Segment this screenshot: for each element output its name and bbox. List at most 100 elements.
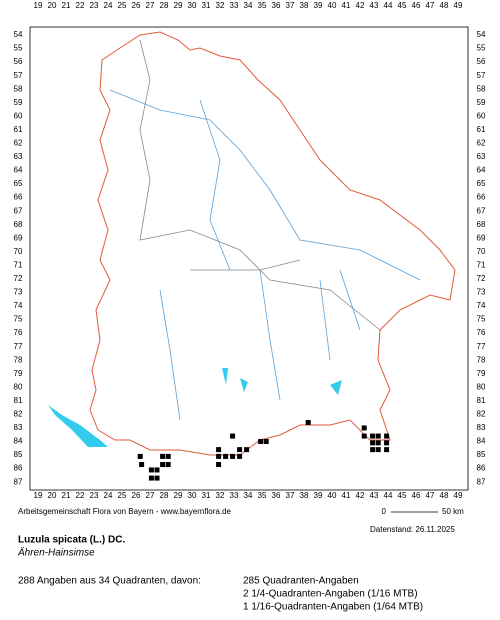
row-label: 59	[14, 98, 23, 107]
lake-constance	[48, 405, 108, 447]
column-label: 42	[356, 491, 365, 500]
occurrence-square	[384, 447, 390, 453]
occurrence-square	[223, 453, 229, 459]
row-label: 67	[477, 206, 486, 215]
column-label: 31	[202, 491, 211, 500]
occurrence-square	[237, 447, 243, 453]
column-label: 40	[328, 491, 337, 500]
lakes	[222, 368, 342, 395]
title: Luzula spicata (L.) DC.	[18, 535, 125, 546]
column-label: 29	[174, 1, 183, 10]
row-label: 80	[477, 382, 486, 391]
district-borders	[139, 39, 381, 331]
row-label: 70	[477, 247, 486, 256]
column-label: 45	[398, 491, 407, 500]
row-label: 77	[14, 342, 23, 351]
row-label: 65	[477, 179, 486, 188]
row-label: 65	[14, 179, 23, 188]
column-label: 36	[272, 1, 281, 10]
column-label: 42	[356, 1, 365, 10]
column-label: 33	[230, 491, 239, 500]
scale-start: 0	[382, 507, 387, 516]
occurrence-square	[361, 433, 367, 439]
occurrence-square	[139, 462, 145, 468]
column-label: 49	[454, 1, 463, 10]
row-label: 83	[477, 423, 486, 432]
column-label: 49	[454, 491, 463, 500]
column-label: 46	[412, 1, 421, 10]
row-label: 66	[14, 193, 23, 202]
column-label: 48	[440, 491, 449, 500]
row-label: 66	[477, 193, 486, 202]
occurrence-square	[154, 475, 160, 481]
column-label: 37	[286, 1, 295, 10]
row-label: 83	[14, 423, 23, 432]
row-label: 71	[14, 260, 23, 269]
column-label: 43	[370, 491, 379, 500]
row-label: 75	[14, 315, 23, 324]
row-label: 84	[477, 437, 486, 446]
row-label: 81	[477, 396, 486, 405]
row-label: 58	[14, 84, 23, 93]
column-label: 20	[48, 1, 57, 10]
row-label: 82	[14, 410, 23, 419]
column-label: 34	[244, 1, 253, 10]
count-line: 1 1/16-Quadranten-Angaben (1/64 MTB)	[243, 602, 423, 613]
row-label: 61	[14, 125, 23, 134]
column-label: 30	[188, 491, 197, 500]
count-line: 285 Quadranten-Angaben	[243, 576, 359, 587]
occurrence-square	[148, 467, 154, 473]
column-label: 25	[118, 491, 127, 500]
column-label: 38	[300, 1, 309, 10]
count-line: 2 1/4-Quadranten-Angaben (1/16 MTB)	[243, 589, 418, 600]
column-label: 27	[146, 491, 155, 500]
row-label: 55	[477, 44, 486, 53]
column-label: 24	[104, 491, 113, 500]
column-label: 37	[286, 491, 295, 500]
occurrence-square	[384, 433, 390, 439]
column-label: 19	[34, 491, 43, 500]
row-label: 71	[477, 260, 486, 269]
row-label: 79	[14, 369, 23, 378]
row-label: 69	[14, 233, 23, 242]
occurrence-square	[258, 439, 264, 444]
column-label: 44	[384, 1, 393, 10]
row-label: 55	[14, 44, 23, 53]
column-label: 45	[398, 1, 407, 10]
column-label: 29	[174, 491, 183, 500]
row-label: 70	[14, 247, 23, 256]
column-label: 26	[132, 491, 141, 500]
column-label: 25	[118, 1, 127, 10]
column-label: 28	[160, 491, 169, 500]
row-label: 85	[477, 450, 486, 459]
occurrence-square	[154, 467, 160, 473]
row-label: 84	[14, 437, 23, 446]
occurrence-square	[370, 447, 376, 453]
row-label: 68	[14, 220, 23, 229]
row-label: 82	[477, 410, 486, 419]
map-frame	[29, 26, 469, 491]
row-label: 62	[477, 139, 486, 148]
occurrence-square	[237, 453, 243, 459]
occurrence-square	[160, 462, 166, 468]
row-label: 68	[477, 220, 486, 229]
row-label: 73	[14, 288, 23, 297]
row-label: 60	[14, 111, 23, 120]
column-label: 33	[230, 1, 239, 10]
row-label: 79	[477, 369, 486, 378]
occurrence-square	[375, 433, 381, 439]
column-label: 30	[188, 1, 197, 10]
row-label: 57	[14, 71, 23, 80]
scale-end: 50 km	[442, 507, 464, 516]
row-label: 61	[477, 125, 486, 134]
column-label: 32	[216, 1, 225, 10]
row-label: 64	[14, 166, 23, 175]
column-label: 28	[160, 1, 169, 10]
column-label: 47	[426, 491, 435, 500]
column-label: 35	[258, 491, 267, 500]
column-label: 26	[132, 1, 141, 10]
rivers	[109, 89, 421, 421]
column-label: 31	[202, 1, 211, 10]
row-label: 58	[477, 84, 486, 93]
row-label: 72	[477, 274, 486, 283]
